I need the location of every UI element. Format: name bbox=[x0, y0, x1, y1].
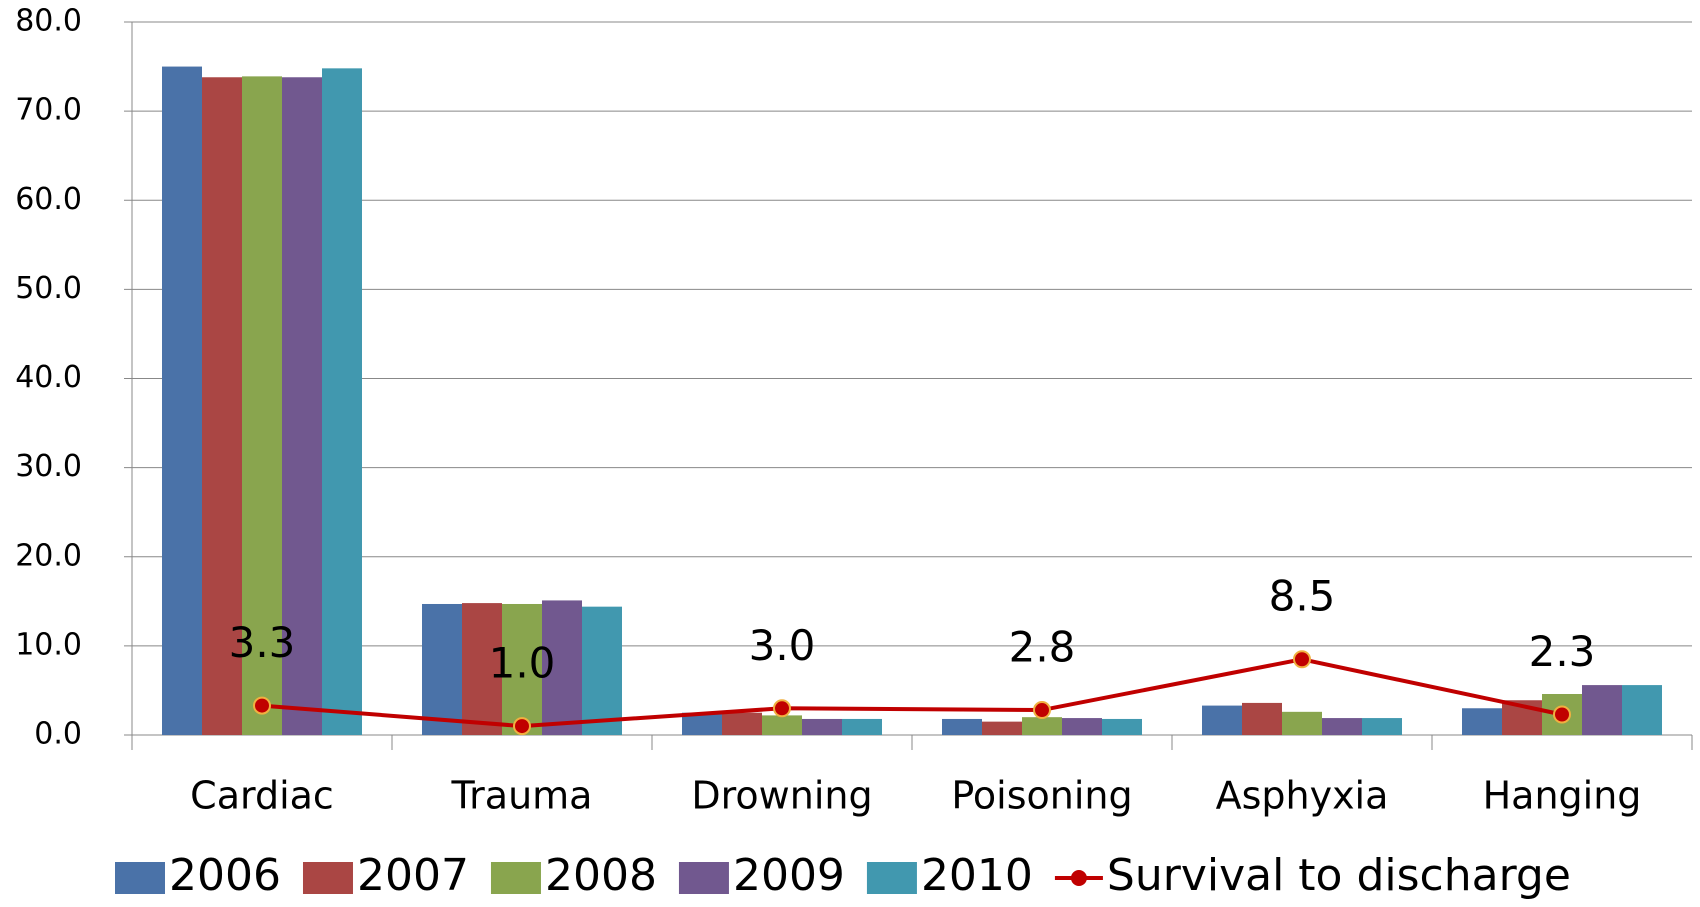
y-tick-label: 30.0 bbox=[15, 449, 82, 484]
legend-label: 2010 bbox=[921, 850, 1033, 901]
y-tick-label: 60.0 bbox=[15, 182, 82, 217]
legend-label: 2009 bbox=[733, 850, 845, 901]
marker bbox=[1293, 650, 1311, 669]
bar bbox=[1462, 708, 1502, 735]
line bbox=[261, 657, 1563, 729]
y-tick-label: 0.0 bbox=[34, 717, 82, 752]
marker bbox=[1553, 705, 1571, 724]
legend-marker bbox=[1070, 870, 1087, 886]
legend-swatch bbox=[115, 862, 165, 894]
bar bbox=[502, 603, 542, 735]
x-tick-label: Poisoning bbox=[951, 774, 1132, 818]
bar bbox=[1062, 718, 1102, 735]
x-tick-label: Hanging bbox=[1483, 774, 1642, 818]
bar bbox=[1202, 705, 1242, 735]
legend-label: 2007 bbox=[357, 850, 469, 901]
bar bbox=[762, 715, 802, 735]
bar bbox=[682, 712, 722, 735]
marker bbox=[253, 696, 271, 715]
bar bbox=[1622, 685, 1662, 735]
bar bbox=[582, 606, 622, 735]
legend-label: 2006 bbox=[169, 850, 281, 901]
bar bbox=[462, 603, 502, 735]
y-tick-label: 50.0 bbox=[15, 271, 82, 306]
bar bbox=[1102, 718, 1142, 735]
bar bbox=[982, 721, 1022, 735]
bar bbox=[1322, 718, 1362, 735]
marker bbox=[1033, 701, 1051, 720]
bar bbox=[542, 600, 582, 735]
bar bbox=[942, 718, 982, 735]
y-tick-label: 40.0 bbox=[15, 360, 82, 395]
bar bbox=[1582, 685, 1622, 735]
marker bbox=[773, 699, 791, 718]
bar bbox=[722, 712, 762, 735]
y-tick-label: 10.0 bbox=[15, 627, 82, 662]
bar bbox=[842, 718, 882, 735]
y-tick-label: 70.0 bbox=[15, 93, 82, 128]
legend-label: 2008 bbox=[545, 850, 657, 901]
bar bbox=[322, 68, 362, 736]
bar bbox=[162, 66, 202, 735]
data-label: 3.0 bbox=[749, 621, 816, 670]
x-tick-label: Cardiac bbox=[190, 774, 334, 818]
data-label: 2.3 bbox=[1529, 627, 1596, 676]
data-label: 3.3 bbox=[229, 618, 296, 667]
y-tick-label: 80.0 bbox=[15, 4, 82, 39]
legend-swatch bbox=[302, 862, 353, 894]
data-label: 2.8 bbox=[1009, 623, 1076, 672]
x-tick-label: Trauma bbox=[451, 774, 593, 818]
bar bbox=[242, 76, 282, 735]
marker bbox=[513, 717, 531, 736]
bar bbox=[1282, 711, 1322, 735]
bar bbox=[422, 603, 462, 735]
legend-swatch bbox=[490, 862, 541, 894]
legend-label: Survival to discharge bbox=[1107, 850, 1571, 901]
y-tick-label: 20.0 bbox=[15, 538, 82, 573]
x-tick-label: Asphyxia bbox=[1216, 774, 1389, 818]
data-label: 1.0 bbox=[489, 639, 556, 688]
bar bbox=[1242, 702, 1282, 735]
bar bbox=[202, 77, 242, 735]
bar bbox=[1362, 718, 1402, 735]
bar bbox=[802, 718, 842, 735]
data-label: 8.5 bbox=[1269, 572, 1336, 621]
bar bbox=[282, 77, 322, 735]
bar bbox=[1022, 717, 1062, 735]
legend-swatch bbox=[866, 862, 917, 894]
x-tick-label: Drowning bbox=[691, 774, 872, 818]
legend-swatch bbox=[678, 862, 729, 894]
